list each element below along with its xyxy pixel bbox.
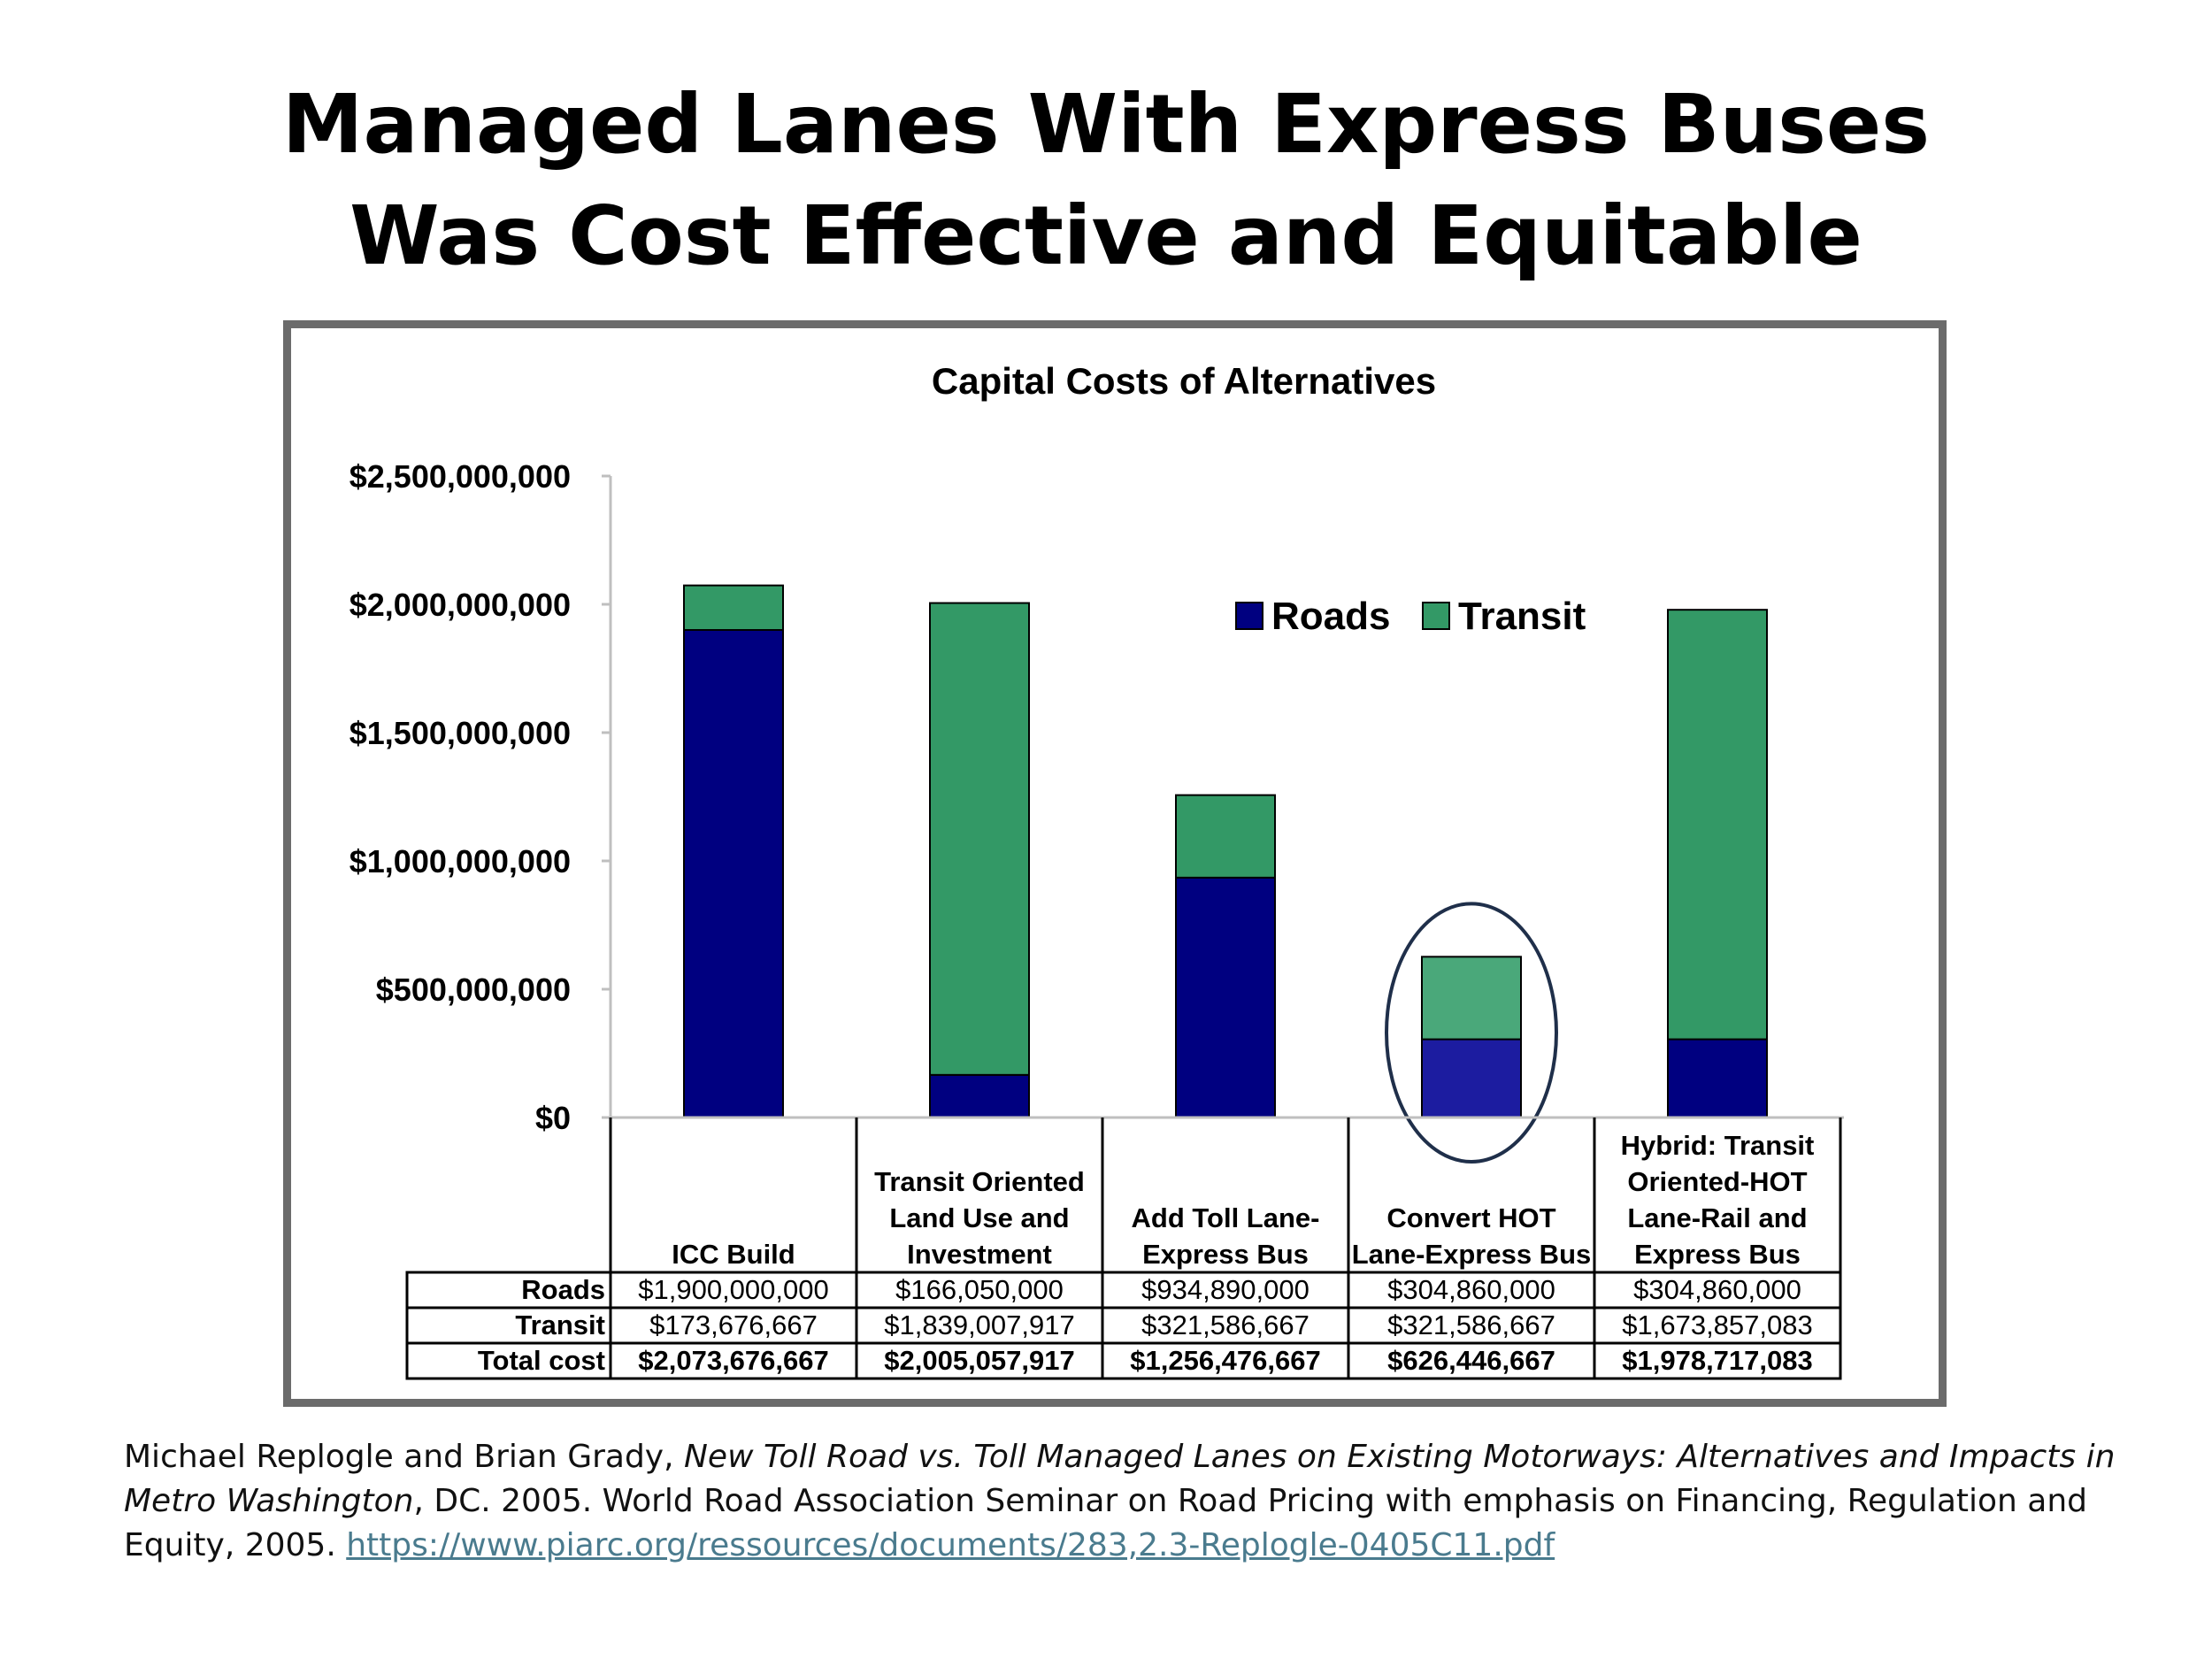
- citation-details: , DC. 2005. World Road Association Semin…: [124, 1483, 2088, 1563]
- table-cell: $166,050,000: [895, 1274, 1064, 1305]
- table-cell: $1,839,007,917: [884, 1310, 1075, 1340]
- highlight-ellipse: [1385, 902, 1558, 1164]
- table-cell: $2,005,057,917: [884, 1345, 1075, 1376]
- table-cell: $1,256,476,667: [1130, 1345, 1321, 1376]
- y-tick-label: $1,500,000,000: [349, 715, 571, 751]
- y-tick-label: $0: [535, 1100, 571, 1136]
- y-tick-label: $1,000,000,000: [349, 843, 571, 879]
- table-cell: $304,860,000: [1633, 1274, 1801, 1305]
- slide-title-line-1: Managed Lanes With Express Buses: [281, 77, 1931, 172]
- citation-work-title: New Toll Road vs. Toll Managed Lanes on …: [124, 1439, 2116, 1519]
- category-label: Oriented-HOT: [1627, 1166, 1807, 1197]
- bar-roads: [1667, 1038, 1768, 1118]
- bar-roads: [1175, 876, 1276, 1118]
- legend-swatch-transit: [1422, 602, 1450, 630]
- bar-transit: [929, 602, 1030, 1076]
- y-tick-label: $500,000,000: [376, 972, 571, 1008]
- y-tick-label: $2,000,000,000: [349, 587, 571, 623]
- table-cell: $2,073,676,667: [638, 1345, 829, 1376]
- table-cell: $173,676,667: [649, 1310, 818, 1340]
- y-tick-label: $2,500,000,000: [349, 458, 571, 495]
- bar-roads: [683, 629, 784, 1118]
- category-label: Convert HOT: [1386, 1202, 1555, 1233]
- category-label: Land Use and: [889, 1202, 1069, 1233]
- table-cell: $321,586,667: [1141, 1310, 1310, 1340]
- table-cell: $1,673,857,083: [1622, 1310, 1813, 1340]
- bar-transit: [1421, 956, 1522, 1041]
- category-label: Express Bus: [1142, 1239, 1309, 1270]
- slide-title-line-2: Was Cost Effective and Equitable: [349, 188, 1863, 283]
- category-label: Lane-Rail and: [1627, 1202, 1807, 1233]
- bar-transit: [1667, 609, 1768, 1041]
- category-label: Hybrid: Transit: [1621, 1130, 1815, 1161]
- citation-authors: Michael Replogle and Brian Grady,: [124, 1439, 684, 1475]
- category-label: Transit Oriented: [874, 1166, 1085, 1197]
- category-label: ICC Build: [672, 1239, 795, 1270]
- bar-transit: [1175, 794, 1276, 879]
- slide-title: Managed Lanes With Express Buses Was Cos…: [0, 69, 2212, 292]
- chart-title: Capital Costs of Alternatives: [932, 360, 1436, 402]
- citation: Michael Replogle and Brian Grady, New To…: [124, 1435, 2124, 1568]
- bar-transit: [683, 584, 784, 632]
- category-label: Lane-Express Bus: [1352, 1239, 1592, 1270]
- table-row-label: Transit: [515, 1310, 605, 1340]
- table-cell: $626,446,667: [1387, 1345, 1555, 1376]
- legend-swatch-roads: [1235, 602, 1263, 630]
- category-label: Express Bus: [1634, 1239, 1801, 1270]
- table-cell: $321,586,667: [1387, 1310, 1555, 1340]
- table-cell: $1,978,717,083: [1622, 1345, 1813, 1376]
- legend-label-transit: Transit: [1458, 595, 1586, 638]
- bar-roads: [929, 1073, 1030, 1118]
- legend-label-roads: Roads: [1271, 595, 1390, 638]
- table-row-label: Roads: [521, 1274, 605, 1305]
- table-row-label: Total cost: [478, 1345, 605, 1376]
- category-label: Add Toll Lane-: [1132, 1202, 1320, 1233]
- table-cell: $934,890,000: [1141, 1274, 1310, 1305]
- table-cell: $304,860,000: [1387, 1274, 1555, 1305]
- bar-roads: [1421, 1038, 1522, 1118]
- category-label: Investment: [907, 1239, 1052, 1270]
- citation-link[interactable]: https://www.piarc.org/ressources/documen…: [346, 1527, 1555, 1563]
- table-cell: $1,900,000,000: [638, 1274, 829, 1305]
